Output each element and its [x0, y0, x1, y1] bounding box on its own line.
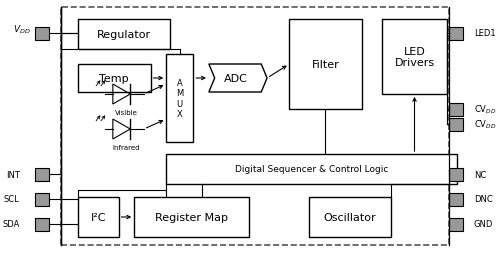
Text: DNC: DNC — [474, 195, 492, 204]
Bar — [78, 65, 150, 93]
Text: Register Map: Register Map — [155, 212, 228, 222]
Bar — [166, 154, 457, 184]
Text: $V_{DD}$: $V_{DD}$ — [13, 24, 30, 36]
Text: SDA: SDA — [2, 220, 20, 229]
Text: NC: NC — [474, 170, 486, 179]
Text: Filter: Filter — [312, 60, 340, 70]
Bar — [450, 103, 463, 116]
Text: Infrared: Infrared — [112, 145, 140, 150]
Bar — [35, 27, 49, 40]
Text: INT: INT — [6, 170, 20, 179]
Bar — [450, 27, 463, 40]
Bar — [450, 193, 463, 206]
Text: Temp: Temp — [100, 74, 129, 84]
Text: CV$_{DD}$: CV$_{DD}$ — [474, 118, 496, 131]
Bar — [290, 20, 362, 109]
Bar — [166, 55, 194, 142]
Text: ADC: ADC — [224, 74, 248, 84]
Bar — [309, 197, 391, 237]
Bar — [450, 118, 463, 131]
Text: LED1: LED1 — [474, 29, 496, 38]
Text: Visible: Visible — [115, 109, 138, 116]
Bar — [62, 8, 450, 245]
Bar — [78, 20, 170, 50]
Bar — [35, 168, 49, 181]
Text: Digital Sequencer & Control Logic: Digital Sequencer & Control Logic — [235, 165, 388, 174]
Text: Oscillator: Oscillator — [324, 212, 376, 222]
Text: GND: GND — [474, 220, 493, 229]
Bar — [35, 193, 49, 206]
Text: A
M
U
X: A M U X — [176, 78, 184, 119]
Bar — [382, 20, 448, 95]
Text: Regulator: Regulator — [97, 30, 151, 40]
Polygon shape — [209, 65, 267, 93]
Bar — [450, 168, 463, 181]
Text: I²C: I²C — [90, 212, 106, 222]
Bar — [134, 197, 248, 237]
Bar — [78, 197, 118, 237]
Bar — [450, 218, 463, 231]
Text: SCL: SCL — [4, 195, 20, 204]
Text: LED
Drivers: LED Drivers — [394, 46, 434, 68]
Text: CV$_{DD}$: CV$_{DD}$ — [474, 103, 496, 116]
Bar — [35, 218, 49, 231]
